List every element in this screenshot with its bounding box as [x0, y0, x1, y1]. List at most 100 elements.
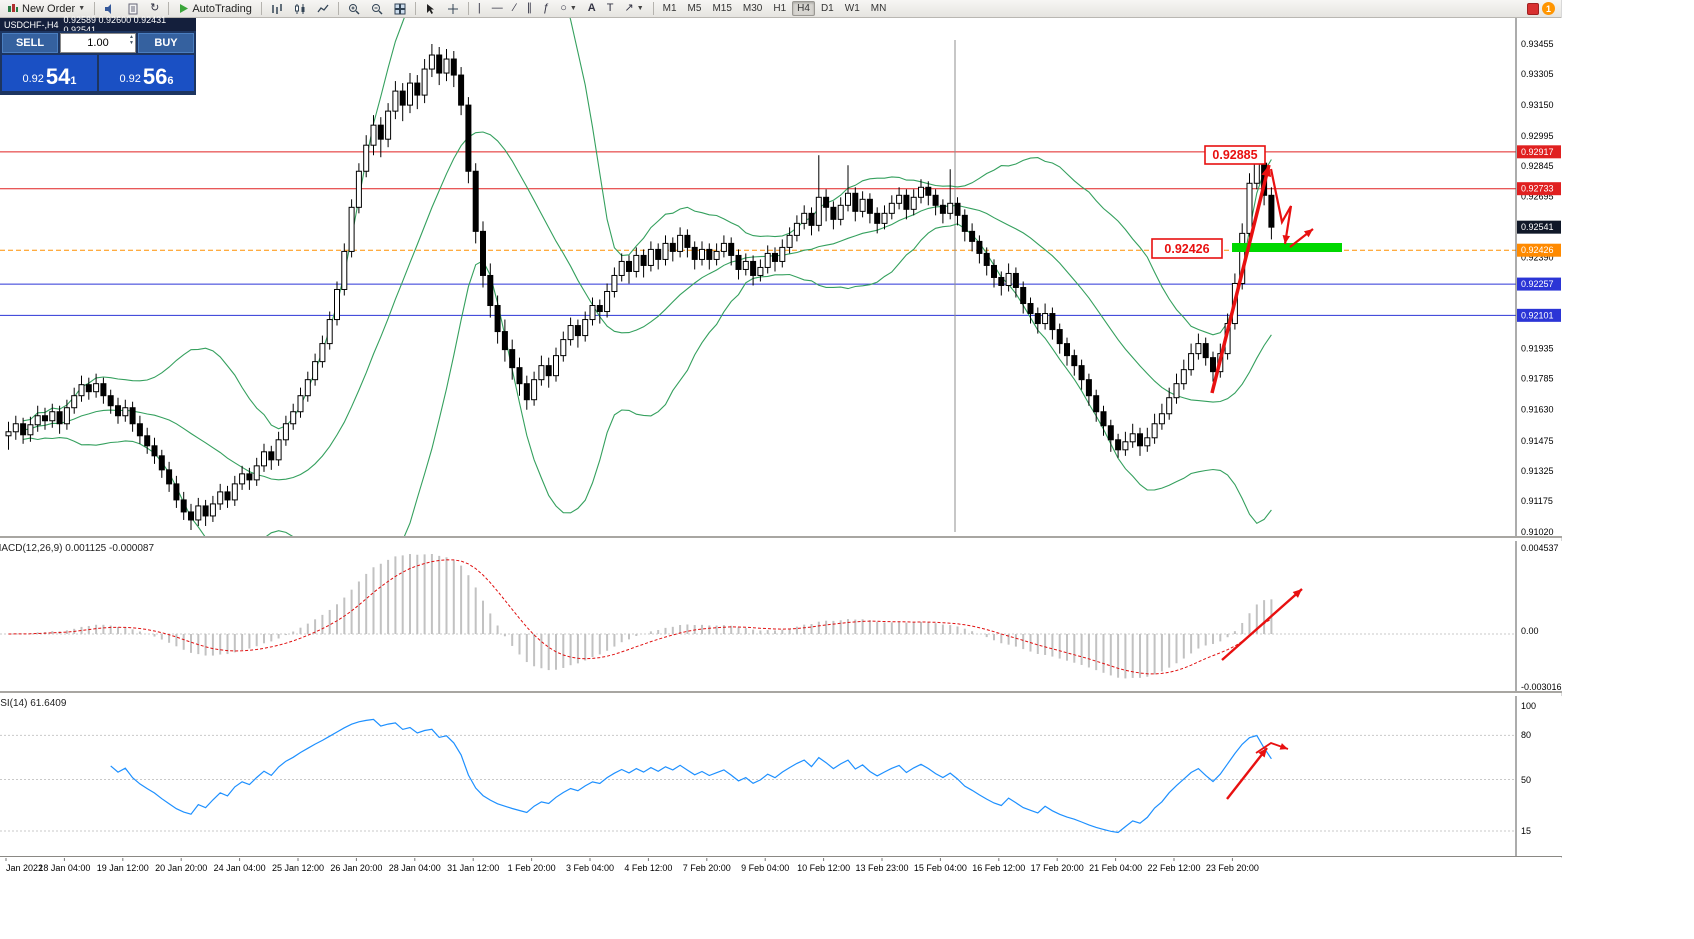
- volume-spinner[interactable]: ▲ ▼: [129, 34, 134, 46]
- zoom-out-button[interactable]: [366, 1, 388, 17]
- candle-up: [611, 274, 618, 292]
- cursor-button[interactable]: [420, 1, 441, 17]
- line-chart-button[interactable]: [312, 1, 334, 17]
- candle-up: [859, 198, 866, 212]
- new-order-icon: [8, 3, 18, 12]
- timeframe-mn-button[interactable]: MN: [870, 3, 887, 14]
- vertical-line-button[interactable]: |: [473, 1, 486, 17]
- candle-down: [1078, 365, 1085, 381]
- sell-button[interactable]: SELL: [2, 33, 58, 53]
- candle-down: [1115, 439, 1122, 451]
- text-button[interactable]: A: [583, 1, 601, 17]
- annotation-arrow[interactable]: [1269, 168, 1293, 245]
- refresh-button[interactable]: ↻: [145, 1, 164, 17]
- candle-up: [282, 423, 289, 441]
- crosshair-button[interactable]: [442, 1, 464, 17]
- shapes-button[interactable]: ○ ▼: [555, 1, 582, 17]
- spinner-up-icon[interactable]: ▲: [129, 34, 134, 40]
- time-axis-label: 25 Jan 12:00: [272, 863, 324, 873]
- time-axis-label: 7 Feb 20:00: [683, 863, 731, 873]
- time-axis-label: 16 Feb 12:00: [972, 863, 1025, 873]
- price-callout-box[interactable]: [1204, 145, 1266, 165]
- text-label-button[interactable]: T: [602, 1, 619, 17]
- annotation-arrowhead: [1261, 165, 1272, 178]
- candle-down: [991, 264, 997, 278]
- fibonacci-button[interactable]: ƒ: [538, 1, 554, 17]
- candle-down: [808, 212, 815, 226]
- candle-down: [939, 204, 946, 214]
- autotrading-button[interactable]: AutoTrading: [173, 1, 257, 17]
- buy-button[interactable]: BUY: [138, 33, 194, 53]
- zoom-in-button[interactable]: [343, 1, 365, 17]
- time-axis-label: 22 Feb 12:00: [1147, 863, 1200, 873]
- chevron-down-icon: ▼: [569, 5, 577, 12]
- candle-down: [706, 248, 713, 260]
- arrows-tool-button[interactable]: ↗ ▼: [619, 1, 648, 17]
- candle-down: [1071, 355, 1078, 367]
- timeframe-m30-button[interactable]: M30: [742, 3, 763, 14]
- sell-price-display[interactable]: 0.92 54 1: [2, 55, 97, 91]
- main-toolbar: New Order ▼ ↻ AutoTrading: [0, 0, 1561, 18]
- timeframe-h1-button[interactable]: H1: [773, 3, 787, 14]
- candle-up: [78, 384, 85, 397]
- annotation-arrowhead: [1303, 229, 1313, 238]
- timeframe-m15-button[interactable]: M15: [712, 3, 732, 14]
- new-order-button[interactable]: New Order ▼: [2, 1, 90, 17]
- text-icon: A: [587, 2, 596, 14]
- candle-up: [93, 383, 100, 393]
- candle-up: [779, 246, 786, 262]
- candle-down: [596, 305, 603, 313]
- candle-up: [363, 144, 370, 172]
- spinner-down-icon[interactable]: ▼: [129, 40, 134, 46]
- candle-up: [1180, 369, 1187, 385]
- sound-button[interactable]: [99, 1, 121, 17]
- candle-up: [910, 196, 917, 210]
- rsi-canvas[interactable]: 100 80 50 15: [0, 696, 1562, 856]
- support-zone-rect[interactable]: [1232, 243, 1342, 252]
- bar-chart-icon: [272, 3, 282, 14]
- bar-chart-button[interactable]: [266, 1, 288, 17]
- candle-up: [582, 319, 589, 337]
- cursor-icon: [426, 3, 434, 14]
- alert-icon[interactable]: [1527, 2, 1539, 15]
- candlestick-button[interactable]: [289, 1, 311, 17]
- macd-canvas[interactable]: 0.004537 0.00 -0.003016: [0, 541, 1562, 691]
- toolbar-separator: [467, 2, 469, 15]
- volume-input[interactable]: 1.00 ▲ ▼: [60, 33, 136, 53]
- price-axis-label: 0.91325: [1521, 466, 1554, 476]
- timeframe-m5-button[interactable]: M5: [687, 3, 702, 14]
- candle-up: [195, 505, 202, 521]
- candle-down: [180, 499, 187, 513]
- annotation-arrow[interactable]: [1210, 164, 1271, 394]
- buy-price-display[interactable]: 0.92 56 6: [99, 55, 194, 91]
- time-axis-label: 1 Feb 20:00: [508, 863, 556, 873]
- price-callout-box[interactable]: [1151, 238, 1223, 259]
- script-button[interactable]: [122, 1, 144, 17]
- time-axis-label: 15 Feb 04:00: [914, 863, 967, 873]
- time-axis-label: 20 Jan 20:00: [155, 863, 207, 873]
- candle-up: [589, 305, 596, 321]
- candle-up: [71, 395, 78, 409]
- trendline-button[interactable]: ∕: [509, 1, 521, 17]
- candle-down: [436, 54, 443, 74]
- annotation-arrow[interactable]: [1221, 588, 1303, 661]
- toolbar-separator: [260, 2, 262, 15]
- horizontal-line-button[interactable]: —: [487, 1, 508, 17]
- channel-button[interactable]: ∥: [522, 1, 538, 17]
- candle-down: [1202, 343, 1209, 359]
- candle-down: [684, 234, 691, 248]
- timeframe-w1-button[interactable]: W1: [844, 3, 860, 14]
- candle-up: [538, 365, 545, 381]
- price-chart-canvas[interactable]: 0.934550.933050.931500.929950.928450.926…: [0, 18, 1562, 536]
- candle-down: [151, 445, 158, 457]
- sell-price-pip: 1: [70, 75, 77, 87]
- tile-windows-button[interactable]: [389, 1, 411, 17]
- price-tag: [1517, 277, 1561, 291]
- timeframe-d1-button[interactable]: D1: [820, 3, 834, 14]
- notification-badge[interactable]: 1: [1542, 2, 1555, 15]
- price-axis-label: 0.91935: [1521, 344, 1554, 354]
- timeframe-m1-button[interactable]: M1: [662, 3, 677, 14]
- price-axis-label: 0.91175: [1521, 496, 1553, 506]
- timeframe-h4-button[interactable]: H4: [792, 1, 815, 16]
- annotation-arrow[interactable]: [1226, 747, 1268, 800]
